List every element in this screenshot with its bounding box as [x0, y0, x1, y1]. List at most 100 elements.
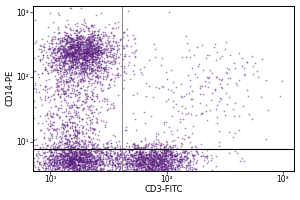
- Point: [56, 167, 60, 170]
- Point: [77, 86, 82, 89]
- Point: [159, 161, 164, 165]
- Point: [97, 48, 101, 52]
- Point: [72, 43, 77, 47]
- Point: [55, 51, 60, 54]
- Point: [176, 157, 181, 161]
- Point: [73, 173, 78, 176]
- Point: [125, 158, 130, 161]
- Point: [93, 159, 98, 162]
- Point: [70, 155, 75, 159]
- Point: [149, 149, 154, 152]
- Point: [67, 75, 72, 78]
- Point: [106, 169, 111, 172]
- Point: [68, 162, 73, 166]
- Point: [68, 164, 73, 167]
- Point: [77, 158, 82, 161]
- Point: [24, 168, 29, 171]
- Point: [52, 97, 56, 100]
- Point: [70, 162, 74, 165]
- Point: [117, 166, 122, 170]
- Point: [78, 57, 83, 60]
- Point: [50, 39, 54, 42]
- Point: [76, 46, 81, 49]
- Point: [110, 160, 115, 163]
- Point: [165, 164, 170, 167]
- Point: [186, 160, 190, 163]
- Point: [106, 149, 111, 152]
- Point: [76, 48, 81, 51]
- Point: [161, 169, 166, 172]
- Point: [154, 168, 159, 172]
- Point: [64, 165, 69, 168]
- Point: [159, 159, 164, 162]
- Point: [79, 152, 83, 155]
- Point: [75, 59, 80, 62]
- Point: [70, 157, 75, 160]
- Point: [110, 150, 115, 153]
- Point: [169, 159, 174, 163]
- Point: [88, 152, 93, 155]
- Point: [129, 177, 134, 180]
- Point: [216, 140, 221, 143]
- Point: [181, 148, 185, 152]
- Point: [92, 165, 97, 168]
- Point: [68, 51, 72, 54]
- Point: [53, 159, 58, 162]
- Point: [98, 168, 103, 171]
- Point: [140, 151, 145, 154]
- Point: [107, 176, 112, 179]
- Point: [50, 64, 55, 67]
- Point: [205, 162, 210, 165]
- Point: [107, 65, 112, 69]
- Point: [76, 172, 81, 176]
- Point: [79, 61, 84, 64]
- Point: [68, 56, 72, 59]
- Point: [154, 170, 159, 173]
- Point: [74, 111, 78, 114]
- Point: [99, 159, 104, 162]
- Point: [76, 167, 81, 170]
- Point: [53, 155, 58, 158]
- Point: [71, 160, 76, 163]
- Point: [75, 59, 80, 62]
- Point: [112, 164, 117, 167]
- Point: [65, 166, 70, 169]
- Point: [152, 170, 157, 174]
- Point: [67, 96, 72, 99]
- Point: [85, 95, 89, 98]
- Point: [86, 61, 91, 64]
- Point: [85, 108, 90, 111]
- Point: [178, 162, 183, 165]
- Point: [189, 152, 194, 155]
- Point: [119, 151, 124, 155]
- Point: [151, 177, 156, 180]
- Point: [75, 147, 80, 150]
- Point: [86, 152, 91, 156]
- Point: [52, 36, 57, 39]
- Point: [58, 136, 63, 139]
- Point: [83, 59, 88, 62]
- Point: [107, 50, 112, 54]
- Point: [73, 60, 78, 64]
- Point: [89, 25, 94, 28]
- Point: [83, 160, 88, 163]
- Point: [85, 164, 90, 168]
- Point: [61, 165, 65, 169]
- Point: [123, 128, 128, 131]
- Point: [88, 34, 93, 38]
- Point: [74, 112, 79, 115]
- Point: [134, 151, 138, 154]
- Point: [68, 42, 73, 45]
- Point: [66, 112, 71, 115]
- Point: [64, 109, 68, 113]
- Point: [66, 162, 71, 165]
- Point: [52, 159, 56, 162]
- Point: [184, 92, 188, 95]
- Point: [79, 156, 84, 159]
- Point: [42, 154, 47, 158]
- Point: [76, 56, 81, 59]
- Point: [65, 53, 70, 56]
- Point: [94, 49, 99, 52]
- Point: [83, 157, 88, 160]
- Point: [91, 42, 95, 45]
